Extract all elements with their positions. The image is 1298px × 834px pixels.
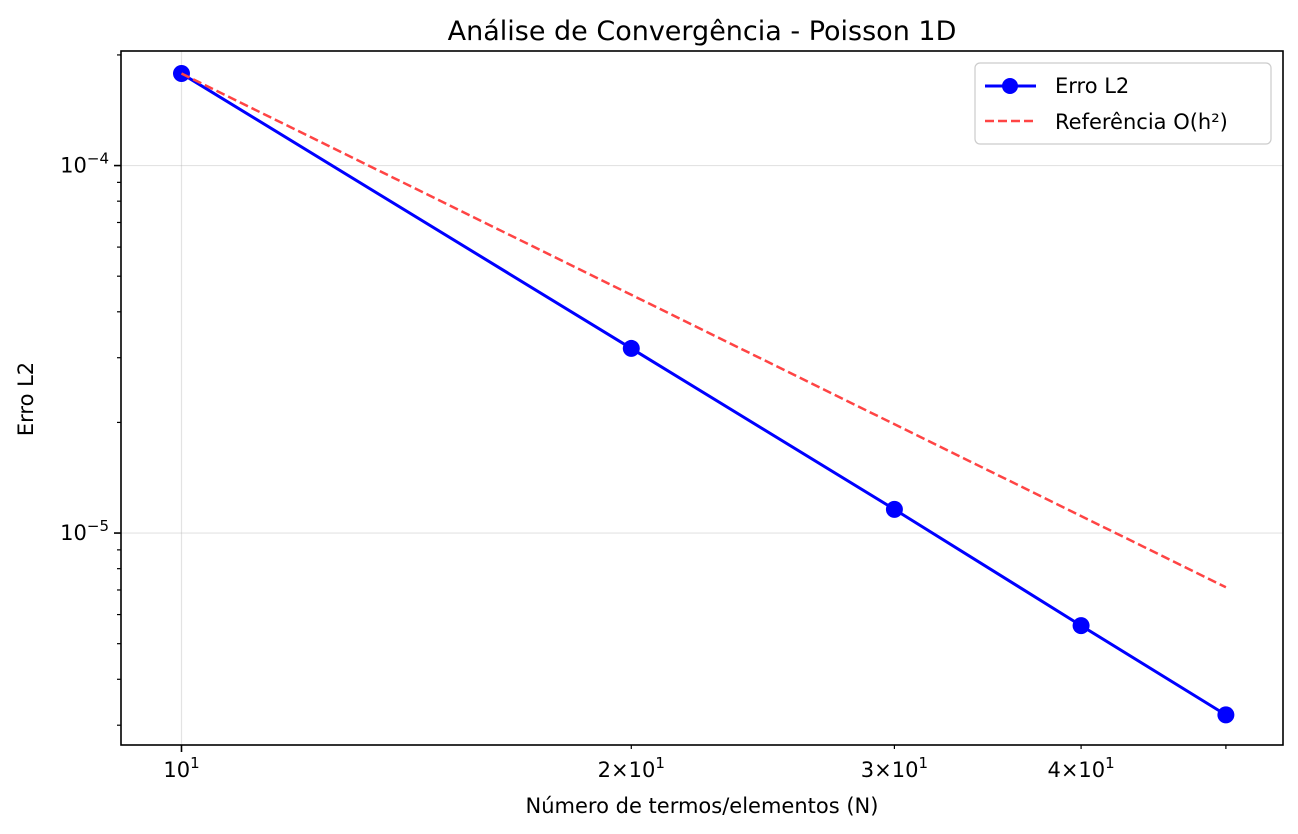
legend-box (974, 62, 1272, 145)
x-tick-label: 3×101 (861, 754, 928, 782)
x-tick-label: 101 (163, 754, 199, 782)
x-tick-label: 2×101 (598, 754, 665, 782)
y-tick-label: 10−5 (60, 517, 109, 545)
data-point-erro-l2 (172, 65, 190, 83)
data-point-erro-l2 (1217, 706, 1235, 724)
series-layer (172, 65, 1235, 724)
x-tick-label: 4×101 (1047, 754, 1114, 782)
grid-lines (121, 51, 1283, 745)
axis-ticks: 101 2×101 3×101 4×101 10−4 10−5 (60, 54, 1227, 782)
data-point-erro-l2 (1072, 617, 1090, 635)
y-tick-label: 10−4 (60, 150, 109, 178)
series-line-refere-ncia-o-h (180, 72, 1227, 589)
plot-area-frame (120, 50, 1284, 746)
data-point-erro-l2 (622, 339, 640, 357)
data-point-erro-l2 (885, 500, 903, 518)
chart-title: Análise de Convergência - Poisson 1D (448, 16, 957, 47)
y-axis-label: Erro L2 (14, 362, 38, 436)
legend-swatch-marker-erro-l2 (1002, 78, 1018, 94)
legend-label-referencia: Referência O(h²) (1055, 110, 1228, 134)
legend-label-erro-l2: Erro L2 (1055, 74, 1129, 98)
x-axis-label: Número de termos/elementos (N) (526, 794, 879, 818)
legend: Erro L2 Referência O(h²) (974, 62, 1272, 145)
